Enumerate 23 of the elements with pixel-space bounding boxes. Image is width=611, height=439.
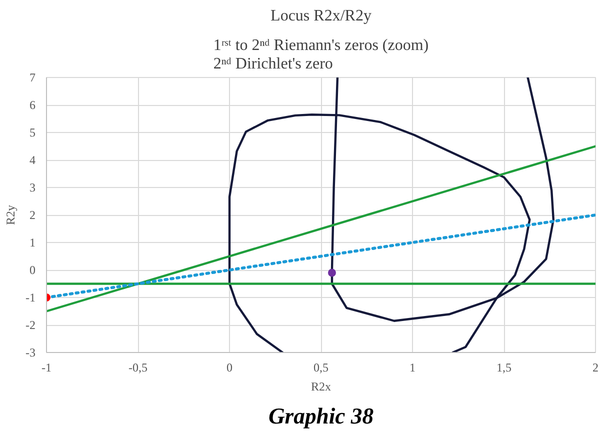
x-tick-label: -0,5 bbox=[128, 360, 148, 374]
y-tick-label: 1 bbox=[30, 236, 36, 250]
y-tick-label: 0 bbox=[30, 263, 36, 277]
y-tick-label: 5 bbox=[30, 126, 36, 140]
y-tick-label: -3 bbox=[26, 346, 36, 360]
y-tick-label: 4 bbox=[30, 153, 36, 167]
y-tick-label: 3 bbox=[30, 180, 36, 194]
chart-title: Locus R2x/R2y bbox=[270, 8, 372, 24]
x-tick-label: 0 bbox=[226, 360, 232, 374]
text: Graphic 38 bbox=[268, 404, 374, 428]
y-tick-label: -1 bbox=[26, 290, 36, 304]
y-tick-label: 2 bbox=[30, 208, 36, 222]
y-tick-label: 6 bbox=[30, 98, 36, 112]
y-tick-label: 7 bbox=[30, 70, 36, 84]
y-tick-label: -2 bbox=[26, 318, 36, 332]
chart-subtitle: 1ʳˢᵗ to 2ⁿᵈ Riemann's zeros (zoom) 2ⁿᵈ Dirichlet's zero bbox=[213, 36, 429, 72]
x-tick-label: 2 bbox=[592, 360, 598, 374]
x-tick-label: 0,5 bbox=[314, 360, 328, 374]
x-tick-label: 1,5 bbox=[496, 360, 512, 374]
x-tick-label: 1 bbox=[410, 360, 416, 374]
x-tick-label: -1 bbox=[42, 360, 52, 374]
x-axis-title: R2x bbox=[311, 380, 332, 394]
y-axis-title: R2y bbox=[4, 204, 18, 225]
